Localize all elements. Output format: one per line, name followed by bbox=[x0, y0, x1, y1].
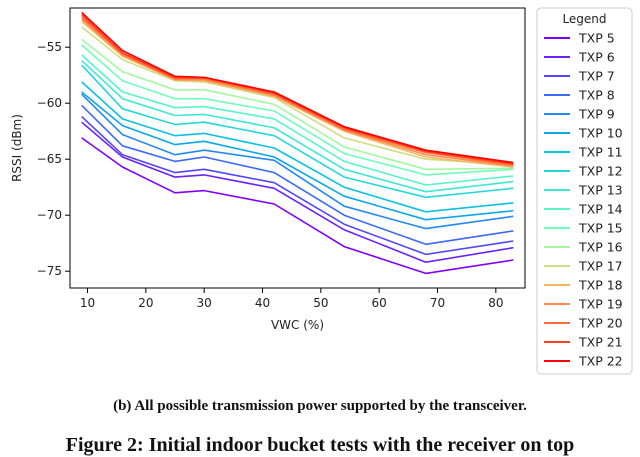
legend-entry: TXP 11 bbox=[578, 145, 623, 160]
legend-entry: TXP 8 bbox=[578, 88, 615, 103]
figure-caption: Figure 2: Initial indoor bucket tests wi… bbox=[65, 434, 575, 456]
series-line-txp-16 bbox=[81, 38, 514, 171]
series-line-txp-5 bbox=[81, 137, 514, 275]
series-line-txp-10 bbox=[81, 91, 514, 221]
legend-entry: TXP 22 bbox=[578, 354, 623, 369]
series-line-txp-14 bbox=[81, 54, 514, 186]
y-tick-label: −70 bbox=[37, 208, 62, 222]
legend-entry: TXP 17 bbox=[578, 259, 623, 274]
series-line-txp-19 bbox=[81, 18, 514, 167]
y-tick-label: −75 bbox=[37, 264, 62, 278]
x-tick-label: 80 bbox=[488, 296, 503, 310]
series-line-txp-12 bbox=[81, 64, 514, 199]
x-axis-label: VWC (%) bbox=[271, 318, 324, 332]
series-line-txp-8 bbox=[81, 104, 514, 246]
series-line-txp-7 bbox=[81, 116, 514, 256]
x-tick-label: 70 bbox=[430, 296, 445, 310]
legend-entry: TXP 9 bbox=[578, 107, 615, 122]
legend-entry: TXP 5 bbox=[578, 31, 615, 46]
y-axis-label: RSSI (dBm) bbox=[10, 114, 24, 182]
legend-entry: TXP 7 bbox=[578, 69, 615, 84]
series-line-txp-18 bbox=[81, 20, 514, 168]
legend-entry: TXP 19 bbox=[578, 297, 623, 312]
legend-entry: TXP 14 bbox=[578, 202, 623, 217]
y-tick-label: −65 bbox=[37, 152, 62, 166]
x-tick-label: 20 bbox=[138, 296, 153, 310]
y-tick-label: −60 bbox=[37, 96, 62, 110]
legend-entry: TXP 10 bbox=[578, 126, 623, 141]
legend-title: Legend bbox=[562, 12, 606, 26]
legend-entry: TXP 21 bbox=[578, 335, 623, 350]
legend-box bbox=[536, 7, 633, 375]
legend-entry: TXP 18 bbox=[578, 278, 623, 293]
subcaption: (b) All possible transmission power supp… bbox=[113, 398, 527, 414]
series-line-txp-15 bbox=[81, 44, 514, 176]
axes: 10 20 30 40 50 60 70 80 −75 −70 −65 −60 −55 VWC (%) RS… bbox=[10, 7, 526, 332]
plot-frame bbox=[69, 7, 526, 289]
series-line-txp-22 bbox=[81, 11, 514, 164]
series-line-txp-13 bbox=[81, 60, 514, 193]
legend-entry: TXP 20 bbox=[578, 316, 623, 331]
series-line-txp-11 bbox=[81, 81, 514, 213]
x-tick-label: 50 bbox=[313, 296, 328, 310]
legend-entry: TXP 13 bbox=[578, 183, 623, 198]
series-lines bbox=[81, 11, 514, 275]
series-line-txp-9 bbox=[81, 93, 514, 230]
series-line-txp-17 bbox=[81, 26, 514, 166]
x-tick-label: 60 bbox=[372, 296, 387, 310]
x-tick-label: 30 bbox=[197, 296, 212, 310]
x-tick-label: 40 bbox=[255, 296, 270, 310]
legend-entry: TXP 15 bbox=[578, 221, 623, 236]
legend-entry: TXP 12 bbox=[578, 164, 623, 179]
series-line-txp-6 bbox=[81, 121, 514, 264]
y-tick-label: −55 bbox=[37, 40, 62, 54]
series-line-txp-20 bbox=[81, 16, 514, 166]
legend: Legend TXP 5 TXP 6 TXP 7 TXP 8 TXP 9 TXP 10 TXP… bbox=[536, 7, 633, 375]
legend-entry: TXP 16 bbox=[578, 240, 623, 255]
x-tick-label: 10 bbox=[80, 296, 95, 310]
legend-entry: TXP 6 bbox=[578, 50, 615, 65]
rssi-line-chart: 10 20 30 40 50 60 70 80 −75 −70 −65 −60 −55 VWC (%) RS… bbox=[10, 7, 633, 375]
